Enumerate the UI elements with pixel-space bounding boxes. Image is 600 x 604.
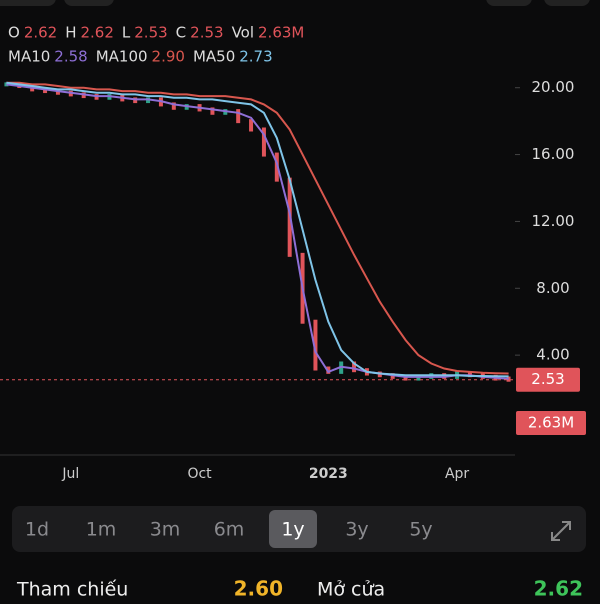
ohlc-value: 2.53 (190, 24, 223, 42)
ma-value: 2.58 (54, 48, 87, 66)
ma-value: 2.90 (152, 48, 185, 66)
ma-line (6, 83, 509, 380)
y-tick-label: 20.00 (532, 78, 575, 96)
volume-label: 2.63M (528, 414, 574, 432)
ohlc-label: O (8, 24, 20, 42)
top-button[interactable] (64, 0, 114, 6)
price-candle (274, 152, 279, 182)
footer-label: Mở cửa (317, 579, 385, 601)
tab[interactable]: 1d (25, 519, 49, 541)
expand-icon[interactable] (551, 521, 571, 541)
x-tick-label: 2023 (309, 466, 348, 482)
ohlc-value: 2.62 (24, 24, 57, 42)
tab[interactable]: 6m (214, 519, 245, 541)
price-candle (261, 127, 266, 157)
ohlc-label: H (65, 24, 76, 42)
y-tick-label: 4.00 (536, 346, 569, 364)
price-candle (236, 109, 241, 124)
price-candle (171, 102, 176, 110)
ohlc-value: 2.63M (258, 24, 304, 42)
last-price-tag (516, 367, 580, 392)
tab[interactable]: 3m (150, 519, 181, 541)
x-tick-label: Jul (61, 466, 79, 482)
footer-value: 2.62 (534, 577, 583, 601)
tab[interactable]: 1y (281, 519, 304, 541)
ohlc-value: 2.62 (81, 24, 114, 42)
tab[interactable]: 5y (409, 519, 432, 541)
ma-label: MA10 (8, 48, 50, 66)
ohlc-value: 2.53 (134, 24, 167, 42)
ma-line (6, 81, 509, 375)
tab[interactable]: 1m (86, 519, 117, 541)
ma-value: 2.73 (239, 48, 272, 66)
price-candle (210, 107, 215, 115)
ma-label: MA50 (193, 48, 235, 66)
active-tab[interactable] (269, 510, 317, 548)
last-price-label: 2.53 (531, 370, 564, 388)
price-candle (249, 119, 254, 132)
volume-tag (516, 411, 586, 435)
ohlc-label: L (122, 24, 131, 42)
ohlc-label: C (176, 24, 186, 42)
tab[interactable]: 3y (345, 519, 368, 541)
y-tick-label: 16.00 (532, 145, 575, 163)
price-candle (352, 361, 357, 373)
footer-value: 2.60 (234, 577, 283, 601)
y-tick-label: 12.00 (532, 212, 575, 230)
ohlc-label: Vol (232, 24, 254, 42)
top-button[interactable] (486, 0, 532, 6)
ma-label: MA100 (96, 48, 148, 66)
top-button[interactable] (544, 0, 590, 6)
x-tick-label: Apr (445, 466, 469, 482)
price-candle (313, 319, 318, 371)
ma-line (6, 81, 509, 378)
x-tick-label: Oct (187, 466, 212, 482)
y-tick-label: 8.00 (536, 279, 569, 297)
top-button[interactable] (0, 0, 56, 6)
footer-label: Tham chiếu (16, 579, 128, 601)
